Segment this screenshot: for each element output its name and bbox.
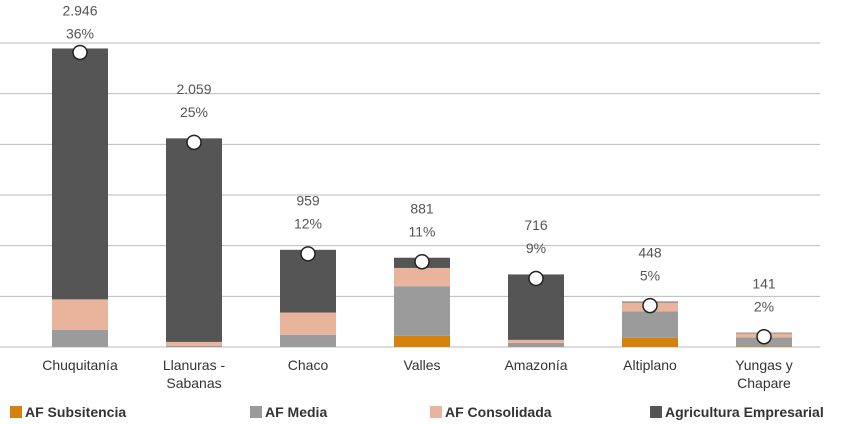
total-marker [72,44,88,61]
total-label: 716 [524,217,548,233]
share-label: 11% [409,223,436,239]
bar-segment [622,311,678,338]
bar-segment [52,48,108,300]
share-label: 2% [754,298,774,314]
bar-segment [166,341,222,346]
legend-item: AF Subsitencia [10,404,126,420]
bar-segment [394,286,450,336]
legend-item: Agricultura Empresarial [650,404,824,420]
total-marker [642,297,658,314]
legend-item: AF Consolidada [430,404,552,420]
total-label: 448 [638,244,662,260]
bar-segment [166,345,222,347]
bar-segment [736,346,792,347]
bar-segment [166,138,222,342]
x-tick-label: Altiplano [623,357,677,373]
x-tick-label: Valles [403,357,441,373]
bar-segment [52,329,108,347]
total-marker [186,134,202,151]
x-tick-label: Llanuras - Sabanas [162,357,226,391]
bar-segment [394,267,450,287]
legend-label: AF Media [265,404,328,420]
legend-label: Agricultura Empresarial [665,404,824,420]
bar-segment [508,342,564,347]
total-label: 2.059 [176,81,211,97]
total-label: 959 [296,193,320,209]
bar-segment [280,334,336,347]
bar-segment [52,299,108,330]
bar-segment [394,335,450,347]
x-tick-label: Yungas y Chapare [735,357,793,391]
x-tick-label: Chuquitanía [42,357,118,373]
total-marker [756,328,772,345]
total-label: 141 [752,275,776,291]
legend-swatch [430,406,442,418]
bar-segment [280,312,336,335]
legend-swatch [10,406,22,418]
total-marker [528,270,544,287]
legend-swatch [250,406,262,418]
total-label: 881 [410,200,434,216]
share-label: 5% [640,267,660,283]
x-tick-label: Chaco [287,357,329,373]
legend-label: AF Subsitencia [25,404,127,420]
total-marker [414,253,430,270]
legend-swatch [650,406,662,418]
bar-segment [508,339,564,343]
x-tick-label: Amazonía [504,357,568,373]
total-label: 2.946 [62,3,97,19]
share-label: 36% [66,26,94,42]
legend-item: AF Media [250,404,327,420]
share-label: 12% [294,216,322,232]
total-marker [300,246,316,262]
share-label: 9% [526,240,546,256]
legend-label: AF Consolidada [445,404,552,420]
bar-segment [622,337,678,347]
share-label: 25% [180,104,208,120]
